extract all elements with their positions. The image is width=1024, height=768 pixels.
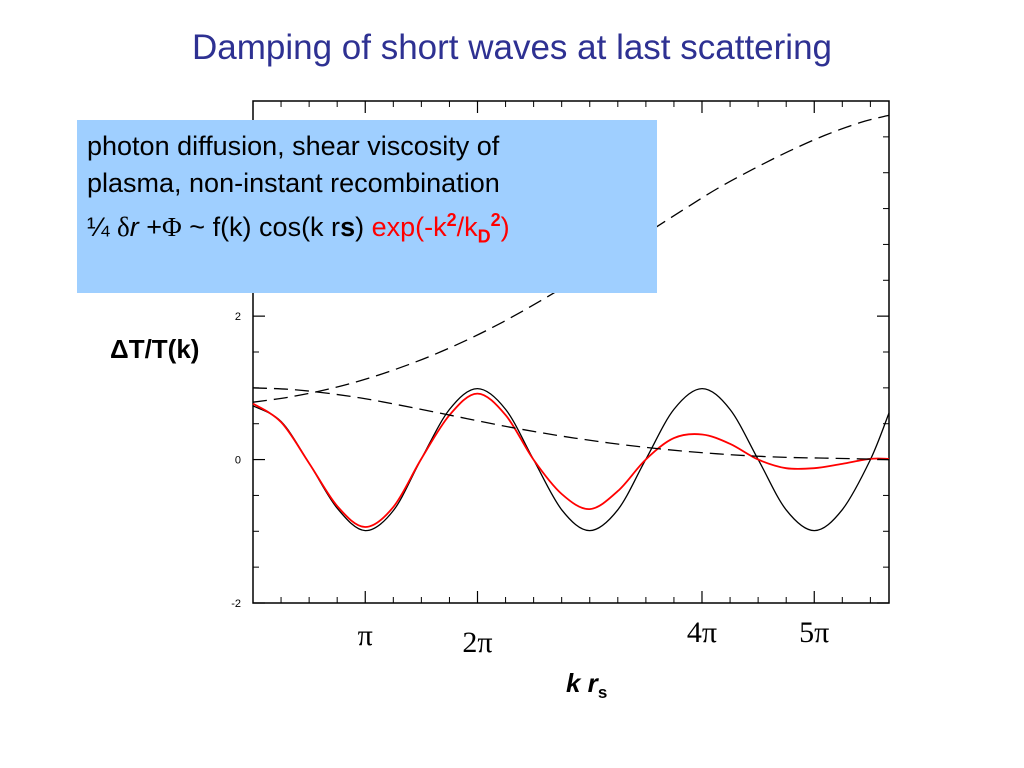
x-axis-label-k: k r bbox=[566, 668, 598, 698]
formula-close: ) bbox=[355, 212, 372, 242]
formula-exp-part5: 2 bbox=[490, 210, 501, 230]
series-line-2 bbox=[252, 392, 890, 528]
note-formula: ¼ δr +Φ ~ f(k) cos(k rs) exp(-k2/kD2) bbox=[87, 202, 657, 255]
y-tick-label: 0 bbox=[235, 455, 241, 467]
annotation-box: photon diffusion, shear viscosity of pla… bbox=[77, 120, 657, 293]
formula-r: r bbox=[129, 212, 139, 242]
formula-exp-part2: 2 bbox=[446, 210, 457, 230]
formula-s: s bbox=[340, 212, 356, 242]
slide-title: Damping of short waves at last scatterin… bbox=[191, 28, 832, 67]
y-tick-label: -2 bbox=[231, 598, 241, 610]
formula-exp-part6: ) bbox=[500, 212, 510, 242]
y-tick-labels: -2 0 2 bbox=[231, 311, 241, 610]
axis-ticks bbox=[253, 101, 889, 604]
formula-exp: exp(-k2/kD2) bbox=[371, 210, 510, 246]
series-line-4 bbox=[252, 387, 890, 461]
formula-mid: ~ f(k) cos(k r bbox=[181, 212, 341, 242]
y-axis-label: ΔT/T(k) bbox=[110, 334, 200, 364]
formula-delta: δ bbox=[117, 212, 130, 242]
series-line-1 bbox=[252, 387, 890, 532]
x-tick-label: π bbox=[358, 619, 373, 652]
formula-plus: + bbox=[138, 212, 163, 242]
formula-exp-part4: D bbox=[477, 226, 491, 247]
formula-prefix: ¼ bbox=[87, 212, 118, 242]
x-axis-label: k rs bbox=[566, 668, 607, 703]
note-line-2: plasma, non-instant recombination bbox=[87, 168, 500, 198]
formula-exp-part1: exp(-k bbox=[371, 212, 447, 242]
formula-phi: Φ bbox=[162, 212, 182, 242]
x-tick-label: 2π bbox=[462, 626, 492, 659]
y-tick-label: 2 bbox=[235, 311, 241, 323]
note-line-1: photon diffusion, shear viscosity of bbox=[87, 131, 500, 161]
x-tick-label: 4π bbox=[687, 616, 717, 649]
formula-exp-part3: /k bbox=[456, 212, 478, 242]
x-tick-labels: π 2π 4π 5π bbox=[358, 616, 830, 659]
x-axis-label-subscript: s bbox=[597, 683, 608, 703]
x-tick-label: 5π bbox=[799, 616, 829, 649]
